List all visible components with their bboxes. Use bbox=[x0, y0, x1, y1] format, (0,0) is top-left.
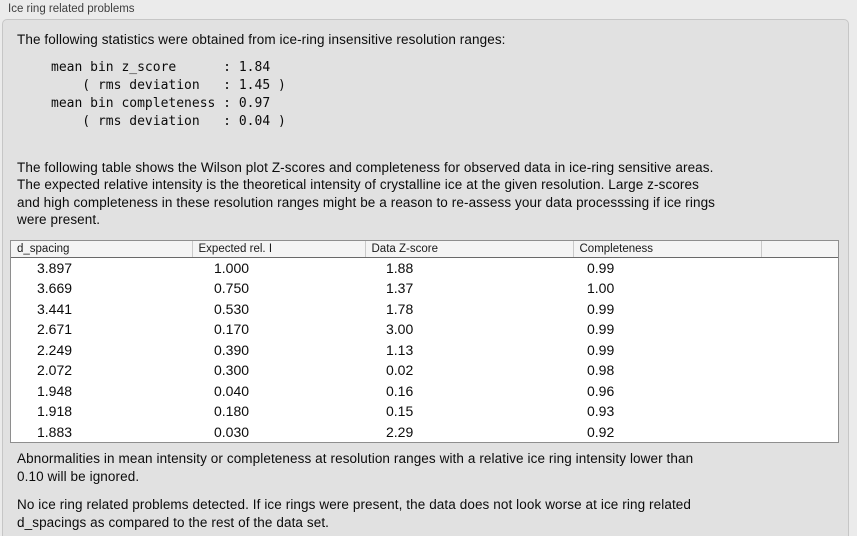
column-header-data-z-score[interactable]: Data Z-score bbox=[364, 240, 573, 258]
table-cell-empty bbox=[761, 381, 838, 402]
table-cell: 1.88 bbox=[386, 260, 414, 276]
table-cell: 0.02 bbox=[386, 362, 414, 379]
ice-ring-panel: The following statistics were obtained f… bbox=[2, 19, 849, 536]
table-cell: 0.99 bbox=[587, 341, 615, 358]
table-cell: 1.000 bbox=[214, 260, 250, 276]
table-cell-empty bbox=[761, 278, 838, 299]
table-cell: 0.15 bbox=[386, 403, 414, 420]
table-cell: 1.00 bbox=[587, 280, 615, 297]
table-cell: 0.99 bbox=[587, 300, 615, 317]
table-cell: 1.78 bbox=[386, 300, 414, 317]
table-cell: 2.671 bbox=[37, 321, 73, 338]
table-row[interactable]: 1.918 0.180 0.15 0.93 bbox=[11, 401, 838, 422]
section-title: Ice ring related problems bbox=[8, 3, 135, 15]
table-cell: 3.441 bbox=[37, 300, 73, 317]
table-cell: 2.29 bbox=[386, 423, 414, 440]
table-cell: 2.249 bbox=[37, 341, 73, 358]
ice-ring-table: d_spacing Expected rel. I Data Z-score C… bbox=[10, 239, 839, 443]
table-cell: 0.180 bbox=[214, 403, 250, 420]
table-row[interactable]: 2.072 0.300 0.02 0.98 bbox=[11, 360, 838, 381]
table-cell: 0.040 bbox=[214, 382, 250, 399]
column-header-expected-rel-i[interactable]: Expected rel. I bbox=[191, 240, 365, 258]
table-row[interactable]: 3.897 1.000 1.88 0.99 bbox=[11, 258, 838, 279]
table-cell: 0.98 bbox=[587, 362, 615, 379]
table-cell: 0.93 bbox=[587, 403, 615, 420]
table-row[interactable]: 2.249 0.390 1.13 0.99 bbox=[11, 340, 838, 361]
table-cell: 0.92 bbox=[587, 423, 615, 440]
table-cell: 1.37 bbox=[386, 280, 414, 297]
table-row[interactable]: 2.671 0.170 3.00 0.99 bbox=[11, 319, 838, 340]
table-row[interactable]: 1.948 0.040 0.16 0.96 bbox=[11, 381, 838, 402]
table-cell: 1.918 bbox=[37, 403, 73, 420]
table-cell: 3.897 bbox=[37, 260, 73, 276]
table-cell: 3.669 bbox=[37, 280, 73, 297]
table-row[interactable]: 3.669 0.750 1.37 1.00 bbox=[11, 278, 838, 299]
table-cell: 0.300 bbox=[214, 362, 250, 379]
table-cell: 0.530 bbox=[214, 300, 250, 317]
table-cell: 0.99 bbox=[587, 260, 615, 276]
table-cell: 2.072 bbox=[37, 362, 73, 379]
table-cell-empty bbox=[761, 258, 838, 279]
table-row[interactable]: 1.883 0.030 2.29 0.92 bbox=[11, 422, 838, 443]
table-cell: 0.750 bbox=[214, 280, 250, 297]
table-cell-empty bbox=[761, 360, 838, 381]
table-cell-empty bbox=[761, 319, 838, 340]
table-cell: 0.030 bbox=[214, 423, 250, 440]
table-row[interactable]: 3.441 0.530 1.78 0.99 bbox=[11, 299, 838, 320]
table-cell: 1.13 bbox=[386, 341, 414, 358]
ice-ring-table-body: 3.897 1.000 1.88 0.99 3.669 0.750 1.37 1.00 3.44… bbox=[11, 258, 838, 443]
table-cell: 0.390 bbox=[214, 341, 250, 358]
table-cell-empty bbox=[761, 401, 838, 422]
table-cell-empty bbox=[761, 340, 838, 361]
column-header-completeness[interactable]: Completeness bbox=[572, 240, 761, 258]
table-cell: 1.883 bbox=[37, 423, 73, 440]
table-cell: 3.00 bbox=[386, 321, 414, 338]
table-cell: 1.948 bbox=[37, 382, 73, 399]
intro-text: The following statistics were obtained f… bbox=[17, 32, 506, 47]
column-header-d-spacing[interactable]: d_spacing bbox=[11, 240, 192, 258]
table-cell: 0.170 bbox=[214, 321, 250, 338]
conclusion-text: No ice ring related problems detected. I… bbox=[17, 497, 692, 530]
table-cell-empty bbox=[761, 299, 838, 320]
ice-ring-data-table: d_spacing Expected rel. I Data Z-score C… bbox=[11, 240, 838, 443]
column-header-empty bbox=[760, 240, 838, 258]
statistics-block: mean bin z_score : 1.84 ( rms deviation … bbox=[51, 59, 286, 129]
table-cell: 0.96 bbox=[587, 382, 615, 399]
table-header-row: d_spacing Expected rel. I Data Z-score C… bbox=[11, 240, 838, 258]
table-cell: 0.99 bbox=[587, 321, 615, 338]
table-description: The following table shows the Wilson plo… bbox=[17, 159, 716, 228]
table-cell-empty bbox=[761, 422, 838, 443]
abnormalities-note: Abnormalities in mean intensity or compl… bbox=[17, 451, 694, 484]
table-cell: 0.16 bbox=[386, 382, 414, 399]
